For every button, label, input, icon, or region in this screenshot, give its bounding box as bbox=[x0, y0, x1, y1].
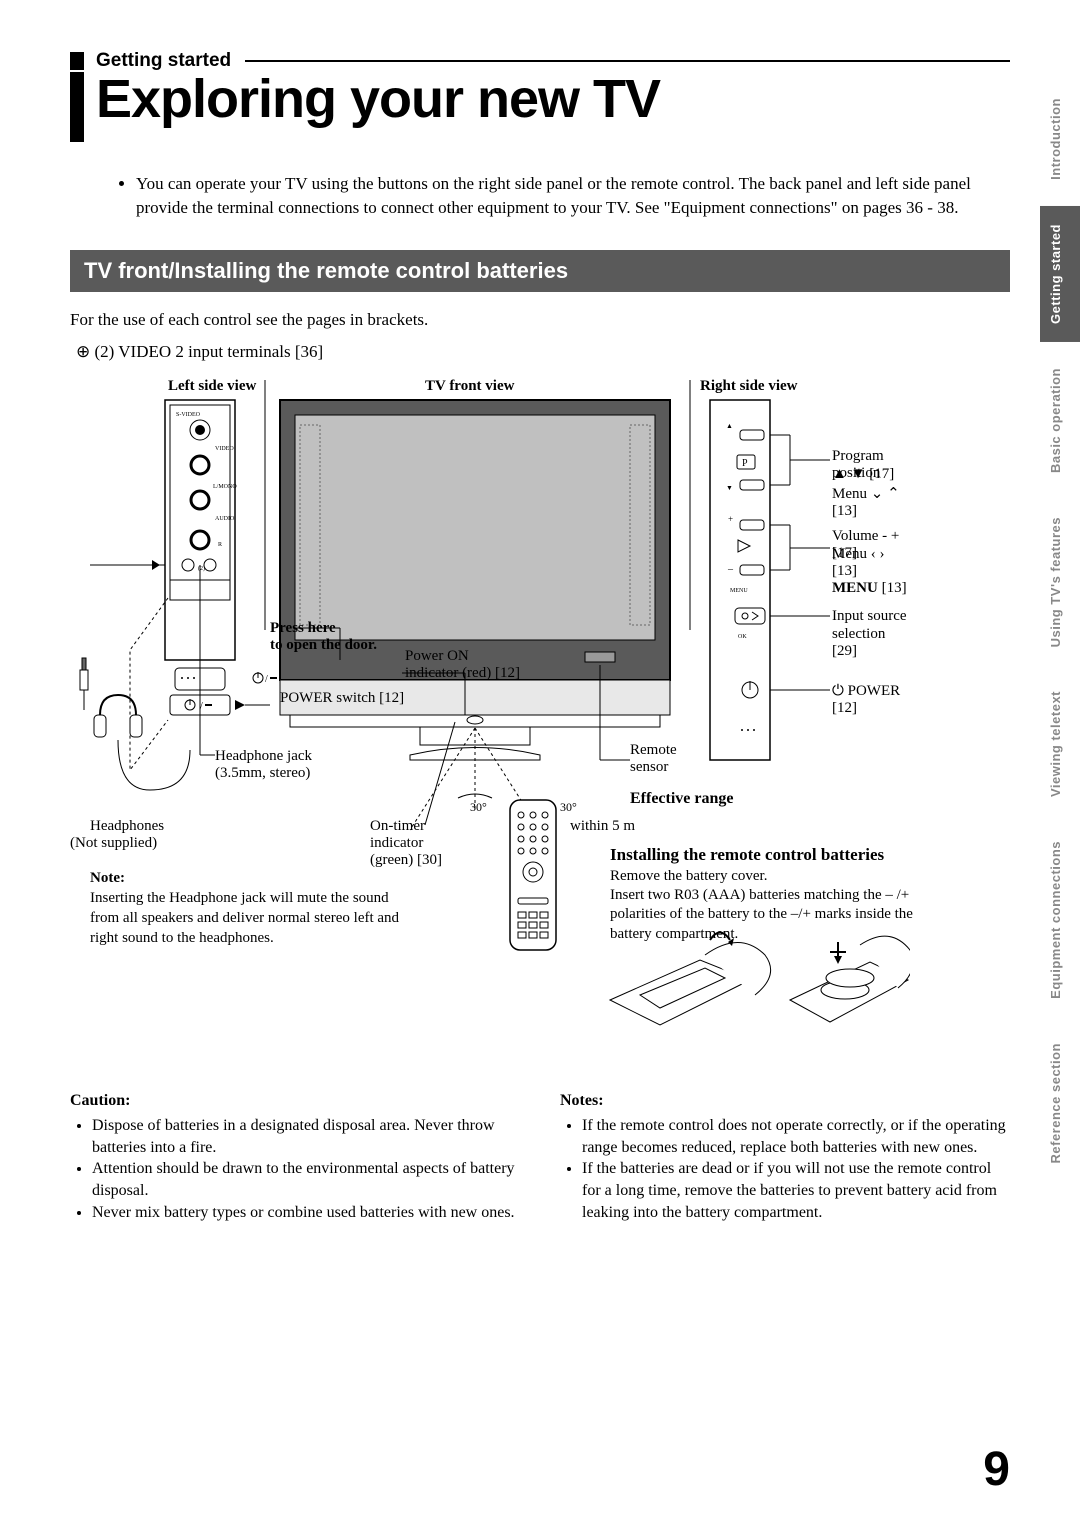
svg-text:+: + bbox=[728, 514, 733, 524]
indicator-label: indicator bbox=[370, 835, 423, 852]
caution-item-1: Attention should be drawn to the environ… bbox=[92, 1158, 520, 1201]
tv-diagram: / / bbox=[70, 370, 910, 1070]
svg-text:R: R bbox=[218, 542, 222, 548]
deg30a-label: 30° bbox=[470, 800, 487, 815]
arrows17-label: ▲ ▼ [17] bbox=[832, 466, 894, 483]
notes-list: If the remote control does not operate c… bbox=[560, 1115, 1010, 1223]
effective-range-label: Effective range bbox=[630, 790, 734, 808]
note-label: Note: bbox=[90, 870, 125, 887]
input-icon: ⊕ bbox=[76, 342, 90, 361]
sensor-label: sensor bbox=[630, 759, 668, 776]
menu13b-label: Menu ‹ › [13] bbox=[832, 546, 910, 580]
svg-text:▲: ▲ bbox=[726, 422, 733, 430]
to-open-label: to open the door. bbox=[270, 637, 377, 654]
deg30b-label: 30° bbox=[560, 800, 577, 815]
caution-item-0: Dispose of batteries in a designated dis… bbox=[92, 1115, 520, 1158]
video2-text: (2) VIDEO 2 input terminals [36] bbox=[95, 342, 324, 361]
power-switch-label: POWER switch [12] bbox=[280, 690, 404, 707]
note-body: Inserting the Headphone jack will mute t… bbox=[90, 888, 400, 949]
right-side-view-label: Right side view bbox=[700, 378, 798, 395]
svg-text:S-VIDEO: S-VIDEO bbox=[176, 412, 201, 418]
menu-bold-label: MENU [13] bbox=[832, 580, 907, 597]
selection29-label: selection [29] bbox=[832, 626, 910, 660]
caution-title: Caution: bbox=[70, 1090, 520, 1112]
svg-text:OK: OK bbox=[738, 634, 747, 640]
caution-item-2: Never mix battery types or combine used … bbox=[92, 1202, 520, 1224]
install-p1: Remove the battery cover. bbox=[610, 868, 920, 885]
not-supplied-label: (Not supplied) bbox=[70, 835, 157, 852]
header-line bbox=[245, 60, 1010, 62]
intro-bullet-list: You can operate your TV using the button… bbox=[118, 172, 1010, 220]
green30-label: (green) [30] bbox=[370, 852, 442, 869]
svg-text:AUDIO: AUDIO bbox=[215, 516, 235, 522]
left-side-view-label: Left side view bbox=[168, 378, 256, 395]
headphones-label: Headphones bbox=[90, 818, 164, 835]
svg-text:VIDEO: VIDEO bbox=[215, 446, 234, 452]
caution-column: Caution: Dispose of batteries in a desig… bbox=[70, 1090, 520, 1224]
power-on-label: Power ON bbox=[405, 648, 469, 665]
headphone-35-label: (3.5mm, stereo) bbox=[215, 765, 310, 782]
input-source-label: Input source bbox=[832, 608, 907, 625]
power12-label: ⏻ POWER [12] bbox=[832, 682, 910, 717]
video2-line: ⊕ (2) VIDEO 2 input terminals [36] bbox=[76, 342, 1010, 362]
svg-text:MENU: MENU bbox=[730, 588, 748, 594]
within5m-label: within 5 m bbox=[570, 818, 635, 835]
diagram-svg: / / bbox=[70, 370, 910, 1070]
title-row: Exploring your new TV bbox=[70, 72, 1010, 142]
svg-text:▼: ▼ bbox=[726, 484, 733, 492]
caution-list: Dispose of batteries in a designated dis… bbox=[70, 1115, 520, 1223]
svg-text:/: / bbox=[265, 674, 268, 685]
intro-bullet: You can operate your TV using the button… bbox=[136, 172, 1010, 220]
bottom-columns: Caution: Dispose of batteries in a desig… bbox=[70, 1090, 1010, 1224]
press-here-label: Press here bbox=[270, 620, 336, 637]
header-accent-block bbox=[70, 52, 84, 70]
notes-title: Notes: bbox=[560, 1090, 1010, 1112]
svg-text:L/MONO: L/MONO bbox=[213, 484, 237, 490]
page-title: Exploring your new TV bbox=[96, 72, 660, 126]
install-header: Installing the remote control batteries bbox=[610, 845, 884, 865]
sub-header: TV front/Installing the remote control b… bbox=[70, 250, 1010, 292]
lead-text: For the use of each control see the page… bbox=[70, 310, 1010, 330]
menu13a-label: Menu ⌄ ⌃ [13] bbox=[832, 484, 910, 520]
headphone-jack-label: Headphone jack bbox=[215, 748, 312, 765]
install-p2: Insert two R03 (AAA) batteries matching … bbox=[610, 886, 930, 945]
indicator-red-label: indicator (red) [12] bbox=[405, 665, 520, 682]
page-number: 9 bbox=[983, 1442, 1010, 1497]
notes-item-1: If the batteries are dead or if you will… bbox=[582, 1158, 1010, 1223]
page-content: Getting started Exploring your new TV Yo… bbox=[0, 0, 1080, 1263]
svg-text:P: P bbox=[742, 458, 748, 469]
tv-front-view-label: TV front view bbox=[425, 378, 514, 395]
svg-text:–: – bbox=[727, 564, 734, 575]
svg-text:(2): (2) bbox=[198, 565, 205, 572]
notes-column: Notes: If the remote control does not op… bbox=[560, 1090, 1010, 1224]
remote-label: Remote bbox=[630, 742, 677, 759]
on-timer-label: On-timer bbox=[370, 818, 425, 835]
title-accent-bar bbox=[70, 72, 84, 142]
notes-item-0: If the remote control does not operate c… bbox=[582, 1115, 1010, 1158]
